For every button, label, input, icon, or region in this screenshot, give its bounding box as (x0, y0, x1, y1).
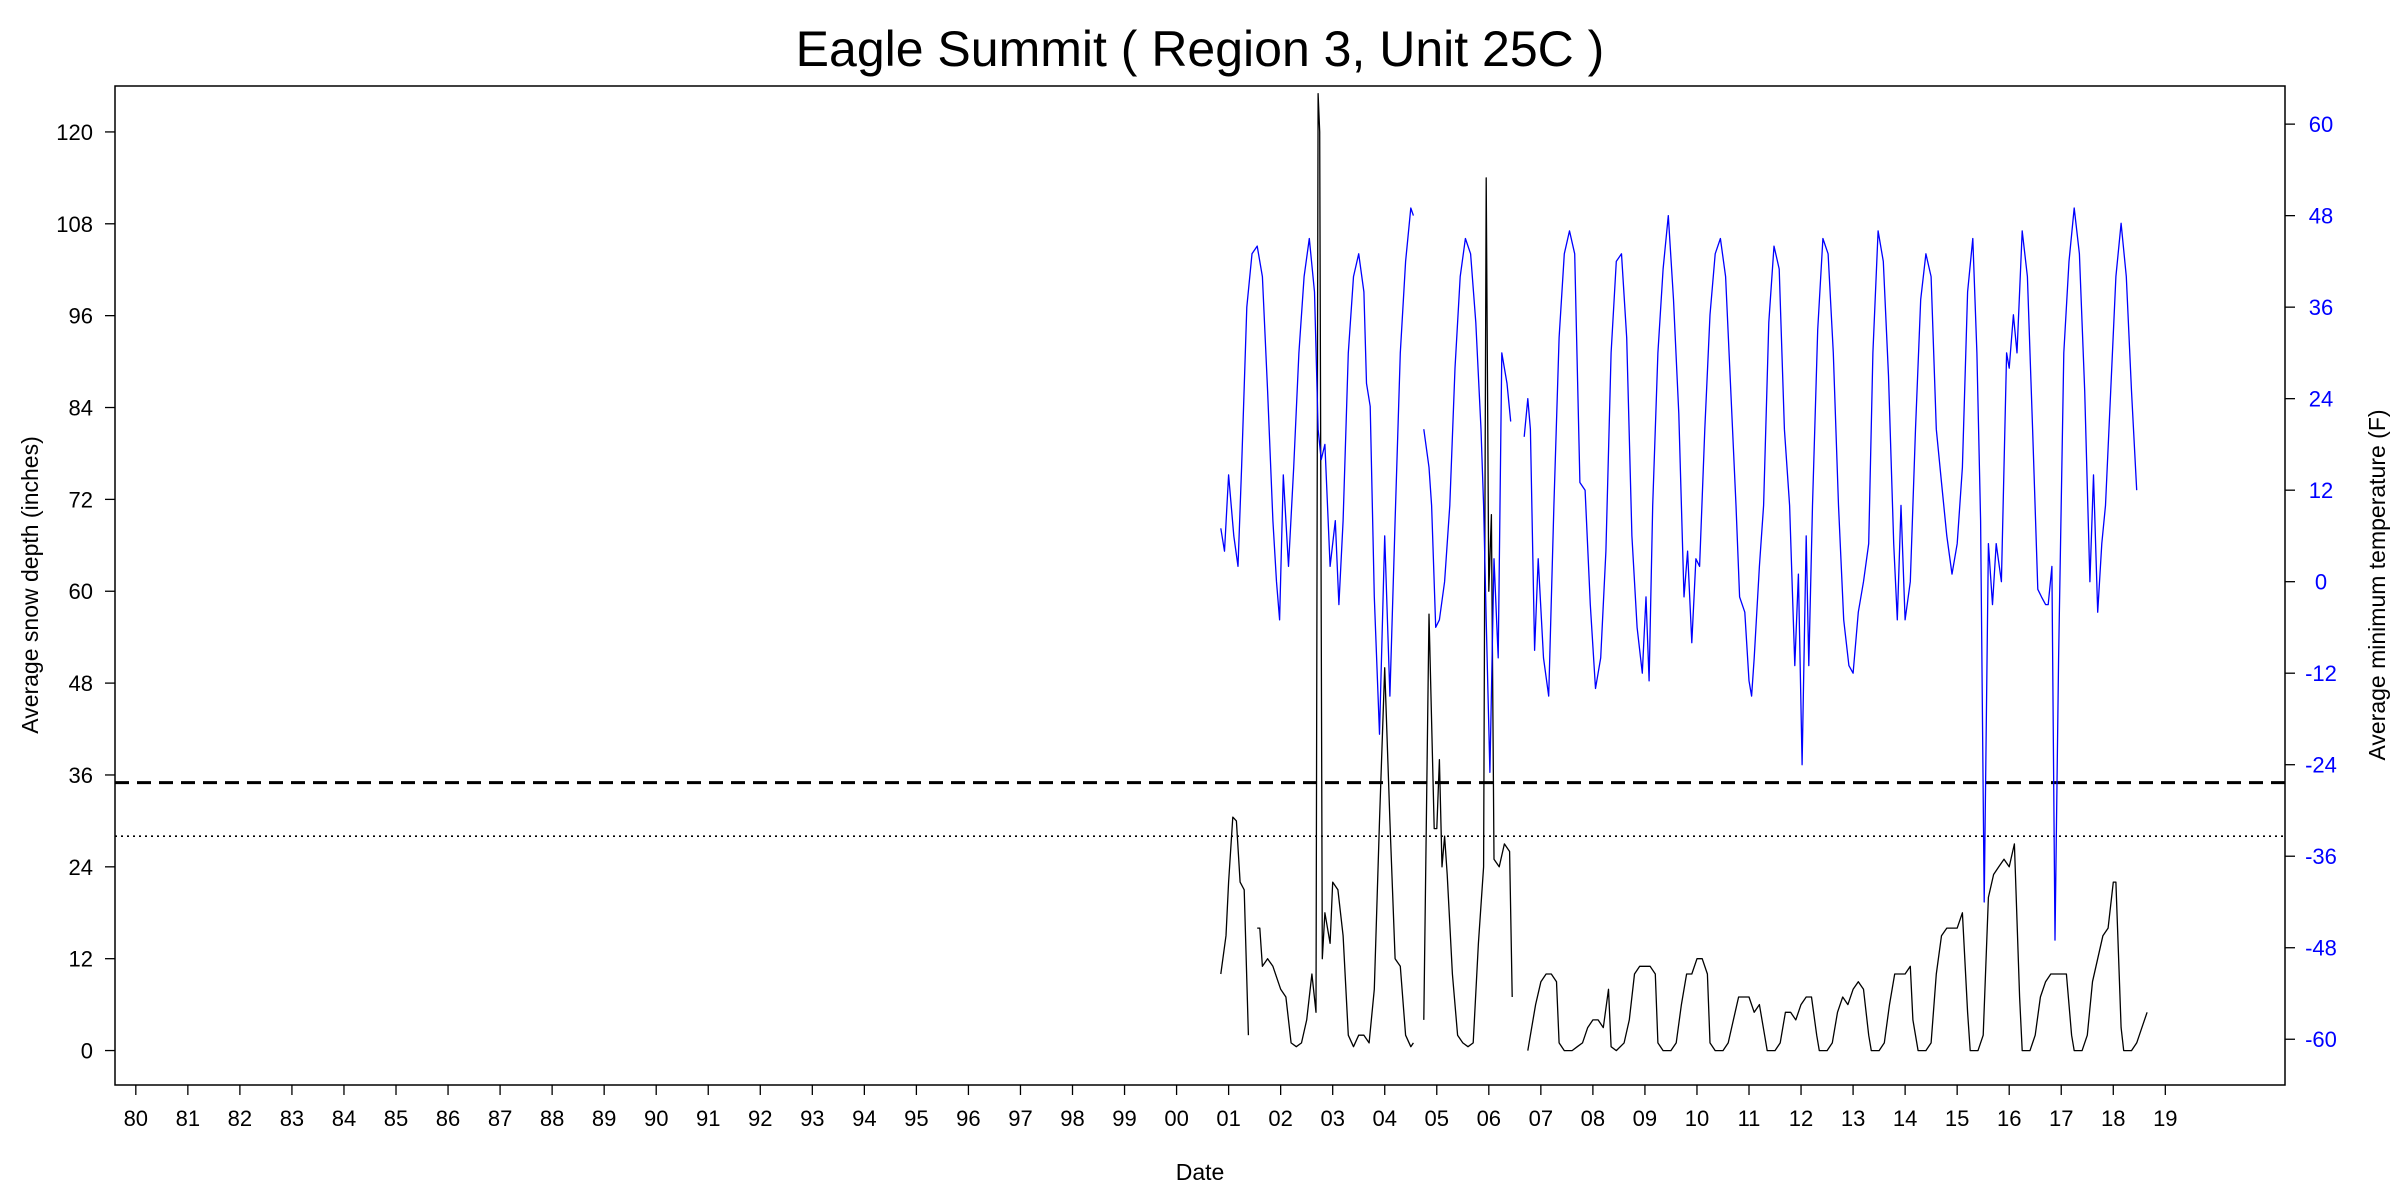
y-right-tick-label: 60 (2309, 112, 2333, 137)
x-tick-label: 91 (696, 1106, 720, 1131)
x-tick-label: 99 (1112, 1106, 1136, 1131)
snow-depth-line-segment (1423, 177, 1513, 1048)
chart-title: Eagle Summit ( Region 3, Unit 25C ) (796, 21, 1605, 77)
y-left-tick-label: 108 (56, 212, 93, 237)
snow-depth-line-segment (1220, 816, 1250, 1036)
y-right-tick-label: 24 (2309, 387, 2333, 412)
x-tick-label: 85 (384, 1106, 408, 1131)
x-axis: 80 81 82 83 84 85 86 87 88 89 90 91 92 93 94 95 96 97 98 99… (124, 1085, 2178, 1131)
x-tick-label: 93 (800, 1106, 824, 1131)
x-tick-label: 15 (1945, 1106, 1969, 1131)
x-tick-label: 94 (852, 1106, 876, 1131)
x-tick-label: 14 (1893, 1106, 1917, 1131)
y-axis-left-label: Average snow depth (inches) (17, 436, 43, 733)
x-axis-label: Date (1176, 1159, 1225, 1185)
y-left-tick-label: 72 (69, 487, 93, 512)
x-tick-label: 10 (1685, 1106, 1709, 1131)
x-tick-label: 81 (176, 1106, 200, 1131)
y-right-tick-label: -12 (2305, 661, 2337, 686)
x-tick-label: 08 (1581, 1106, 1605, 1131)
y-right-tick-label: -24 (2305, 753, 2337, 778)
x-tick-label: 17 (2049, 1106, 2073, 1131)
y-left-tick-label: 24 (69, 855, 93, 880)
x-tick-label: 19 (2153, 1106, 2177, 1131)
y-left-tick-label: 48 (69, 671, 93, 696)
x-tick-label: 11 (1738, 1106, 1761, 1131)
temperature-line-segment (1523, 207, 2138, 941)
x-tick-label: 82 (228, 1106, 252, 1131)
y-left-tick-label: 96 (69, 304, 93, 329)
x-tick-label: 84 (332, 1106, 356, 1131)
x-tick-label: 90 (644, 1106, 668, 1131)
y-left-tick-label: 0 (81, 1039, 93, 1064)
x-tick-label: 95 (904, 1106, 928, 1131)
x-tick-label: 12 (1789, 1106, 1813, 1131)
x-tick-label: 96 (956, 1106, 980, 1131)
x-tick-label: 02 (1268, 1106, 1292, 1131)
temperature-line-segment (1220, 207, 1415, 735)
x-tick-label: 83 (280, 1106, 304, 1131)
x-tick-label: 03 (1320, 1106, 1344, 1131)
x-tick-label: 92 (748, 1106, 772, 1131)
x-tick-label: 00 (1164, 1106, 1188, 1131)
y-right-tick-label: -36 (2305, 844, 2337, 869)
x-tick-label: 01 (1216, 1106, 1240, 1131)
x-tick-label: 04 (1372, 1106, 1396, 1131)
y-right-tick-label: -48 (2305, 936, 2337, 961)
x-tick-label: 13 (1841, 1106, 1865, 1131)
y-left-tick-label: 120 (56, 120, 93, 145)
y-axis-right-label: Average minimum temperature (F) (2364, 409, 2390, 760)
snow-depth-line-segment (1527, 843, 2148, 1052)
x-tick-label: 89 (592, 1106, 616, 1131)
x-tick-label: 87 (488, 1106, 512, 1131)
y-right-tick-label: 36 (2309, 295, 2333, 320)
y-left-tick-label: 36 (69, 763, 93, 788)
y-left-tick-label: 60 (69, 579, 93, 604)
snow-depth-series (1220, 93, 2148, 1052)
y-left-tick-label: 12 (69, 947, 93, 972)
x-tick-label: 05 (1425, 1106, 1449, 1131)
x-tick-label: 88 (540, 1106, 564, 1131)
y-right-tick-label: -60 (2305, 1027, 2337, 1052)
x-tick-label: 16 (1997, 1106, 2021, 1131)
plot-frame (114, 85, 2286, 1086)
x-tick-label: 07 (1529, 1106, 1553, 1131)
snow-depth-line-segment (1257, 93, 1414, 1048)
y-axis-right: -60 -48 -36 -24 -12 0 12 24 36 48 60 (2285, 112, 2337, 1052)
y-right-tick-label: 12 (2309, 478, 2333, 503)
x-tick-label: 09 (1633, 1106, 1657, 1131)
x-tick-label: 97 (1008, 1106, 1032, 1131)
y-axis-left: 0 12 24 36 48 60 72 84 96 108 120 (56, 120, 115, 1064)
x-tick-label: 86 (436, 1106, 460, 1131)
temperature-series (1220, 207, 2138, 941)
y-right-tick-label: 0 (2315, 570, 2327, 595)
x-tick-label: 18 (2101, 1106, 2125, 1131)
y-left-tick-label: 84 (69, 396, 93, 421)
x-tick-label: 98 (1060, 1106, 1084, 1131)
x-tick-label: 06 (1477, 1106, 1501, 1131)
temperature-line-segment (1423, 237, 1512, 773)
y-right-tick-label: 48 (2309, 204, 2333, 229)
x-tick-label: 80 (124, 1106, 148, 1131)
